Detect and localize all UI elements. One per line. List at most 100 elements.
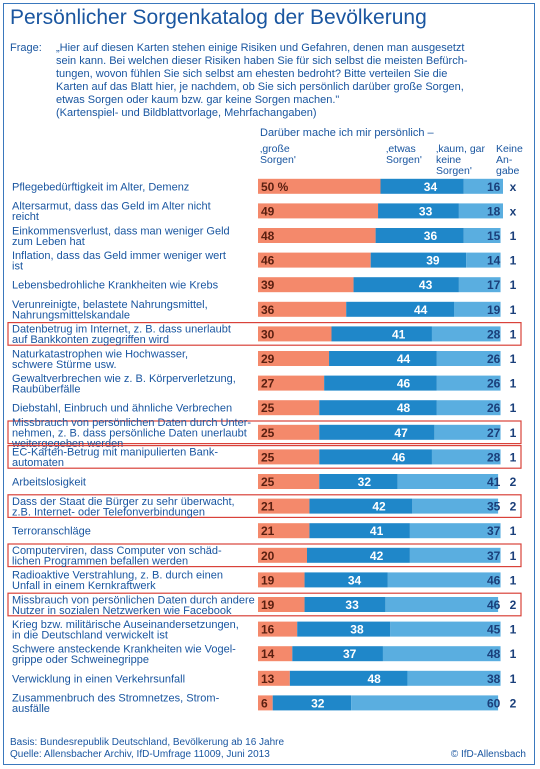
value-big-concerns: 27 xyxy=(261,377,275,391)
bar-no-concerns xyxy=(390,621,501,637)
row-label: Terroranschläge xyxy=(12,526,91,538)
value-some-concerns: 32 xyxy=(358,475,372,489)
value-big-concerns: 16 xyxy=(261,623,275,637)
row-label: Inflation, dass das Geld immer weniger w… xyxy=(12,250,226,273)
value-no-concerns: 26 xyxy=(487,352,501,366)
value-some-concerns: 39 xyxy=(426,254,440,268)
header-some-concerns: ‚etwas Sorgen' xyxy=(386,143,422,166)
value-some-concerns: 48 xyxy=(397,401,411,415)
bar-big-concerns xyxy=(258,424,320,440)
value-some-concerns: 32 xyxy=(311,696,325,710)
value-big-concerns: 29 xyxy=(261,352,275,366)
value-no-answer: 1 xyxy=(510,303,517,317)
row-label: Zusammenbruch des Stromnetzes, Strom-aus… xyxy=(12,693,220,716)
bar-no-concerns xyxy=(385,597,499,612)
value-no-answer: 1 xyxy=(510,426,517,440)
bar-big-concerns xyxy=(258,621,298,637)
value-no-concerns: 19 xyxy=(487,303,501,317)
highlight-border xyxy=(7,494,522,518)
value-some-concerns: 42 xyxy=(370,549,384,563)
bar-no-concerns xyxy=(409,547,501,563)
value-no-concerns: 17 xyxy=(487,278,501,292)
bar-no-concerns xyxy=(412,498,499,514)
bar-some-concerns xyxy=(304,597,386,612)
value-no-concerns: 46 xyxy=(487,573,501,587)
value-big-concerns: 14 xyxy=(261,647,275,661)
value-no-answer: 1 xyxy=(510,524,517,538)
question-text: „Hier auf diesen Karten stehen einige Ri… xyxy=(56,42,468,119)
bar-no-concerns xyxy=(463,178,503,194)
value-no-concerns: 48 xyxy=(487,647,501,661)
bar-no-concerns xyxy=(431,326,501,342)
value-no-concerns: 37 xyxy=(487,549,501,563)
bar-some-concerns xyxy=(319,424,435,440)
chart-title: Persönlicher Sorgenkatalog der Bevölkeru… xyxy=(10,6,427,29)
bar-big-concerns xyxy=(258,326,332,342)
value-no-concerns: 15 xyxy=(487,229,501,243)
value-some-concerns: 36 xyxy=(424,229,438,243)
bar-some-concerns xyxy=(378,203,459,219)
value-no-answer: 2 xyxy=(510,598,517,612)
bar-no-concerns xyxy=(436,400,501,416)
value-no-answer: 2 xyxy=(510,696,517,710)
row-label: Computerviren, dass Computer von schäd-l… xyxy=(12,545,222,568)
bar-some-concerns xyxy=(380,178,464,194)
bar-no-concerns xyxy=(436,375,501,391)
highlight-border xyxy=(7,592,522,617)
value-big-concerns: 50 % xyxy=(261,180,289,194)
row-label: Schwere ansteckende Krankheiten wie Voge… xyxy=(12,643,236,666)
value-no-concerns: 28 xyxy=(487,450,501,464)
bar-no-concerns xyxy=(436,351,501,366)
value-no-concerns: 41 xyxy=(487,475,501,489)
bar-some-concerns xyxy=(319,400,437,416)
bar-big-concerns xyxy=(258,203,379,219)
value-some-concerns: 34 xyxy=(424,180,438,194)
bar-no-concerns xyxy=(434,424,501,440)
bar-big-concerns xyxy=(258,228,376,243)
bar-no-concerns xyxy=(387,572,501,588)
bar-some-concerns xyxy=(319,474,398,489)
bar-big-concerns xyxy=(258,670,290,686)
value-no-answer: 1 xyxy=(510,647,517,661)
row-label: EC-Karten-Betrug mit manipulierten Bank-… xyxy=(12,447,218,470)
bar-big-concerns xyxy=(258,474,320,489)
value-some-concerns: 44 xyxy=(414,303,428,317)
bar-big-concerns xyxy=(258,252,371,268)
bar-no-concerns xyxy=(397,474,499,489)
value-no-answer: 2 xyxy=(510,500,517,514)
footer-source: Basis: Bundesrepublik Deutschland, Bevöl… xyxy=(10,737,285,760)
row-label: Radioaktive Verstrahlung, z. B. durch ei… xyxy=(12,570,223,593)
row-label: Datenbetrug im Internet, z. B. dass uner… xyxy=(12,324,231,347)
value-some-concerns: 46 xyxy=(397,377,411,391)
value-no-concerns: 27 xyxy=(487,426,501,440)
value-no-concerns: 16 xyxy=(487,180,501,194)
row-label: Pflegebedürftigkeit im Alter, Demenz xyxy=(12,181,189,193)
highlight-border xyxy=(7,445,522,469)
bar-no-concerns xyxy=(458,203,503,219)
value-no-concerns: 26 xyxy=(487,401,501,415)
value-some-concerns: 44 xyxy=(397,352,411,366)
bar-no-concerns xyxy=(407,670,501,686)
value-big-concerns: 48 xyxy=(261,229,275,243)
value-no-answer: 1 xyxy=(510,401,517,415)
row-label: Verunreinigte, belastete Nahrungsmittel,… xyxy=(12,299,208,322)
value-no-answer: x xyxy=(510,180,517,194)
highlight-border xyxy=(7,322,522,346)
value-no-concerns: 26 xyxy=(487,377,501,391)
value-no-answer: 2 xyxy=(510,475,517,489)
row-label: Krieg bzw. militärische Auseinandersetzu… xyxy=(12,619,239,642)
bar-some-concerns xyxy=(304,572,388,588)
value-big-concerns: 30 xyxy=(261,327,275,341)
value-some-concerns: 46 xyxy=(392,450,406,464)
value-big-concerns: 21 xyxy=(261,500,275,514)
value-no-concerns: 37 xyxy=(487,524,501,538)
bar-some-concerns xyxy=(375,228,464,243)
value-big-concerns: 46 xyxy=(261,254,275,268)
value-some-concerns: 33 xyxy=(419,204,433,218)
bar-some-concerns xyxy=(272,695,352,711)
bar-some-concerns xyxy=(309,523,410,539)
value-no-concerns: 46 xyxy=(487,598,501,612)
value-no-answer: x xyxy=(510,204,517,218)
bar-some-concerns xyxy=(292,646,383,662)
